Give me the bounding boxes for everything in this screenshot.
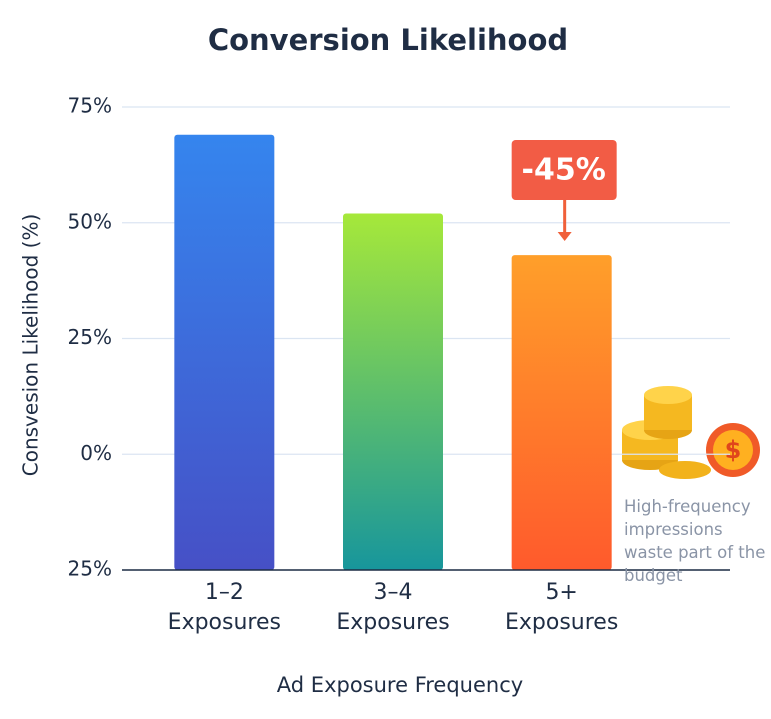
annotation-label: -45%	[522, 153, 606, 188]
chart-title: Conversion Likelihood	[208, 23, 568, 57]
svg-text:$: $	[725, 436, 742, 464]
annotation-arrowhead	[557, 232, 572, 241]
y-tick-label: 25%	[68, 325, 112, 349]
bar	[511, 255, 612, 570]
x-tick-label: 3–4 Exposures	[336, 580, 450, 635]
y-tick-label: 75%	[68, 94, 112, 118]
x-tick-label: 1–2 Exposures	[167, 580, 281, 635]
annotation-box	[511, 140, 617, 200]
x-tick-label: 5+ Exposures	[505, 580, 619, 635]
bar	[174, 134, 275, 570]
coins-icon: $	[622, 386, 760, 479]
y-tick-label: 25%	[68, 557, 112, 581]
x-axis-label: Ad Exposure Frequency	[277, 673, 523, 697]
bar	[343, 213, 443, 571]
y-tick-label: 50%	[68, 209, 112, 233]
side-note: High-frequency impressions waste part of…	[624, 497, 766, 585]
y-tick-label: 0%	[80, 441, 112, 465]
y-axis-label: Consvesion Likelihood (%)	[19, 214, 43, 476]
